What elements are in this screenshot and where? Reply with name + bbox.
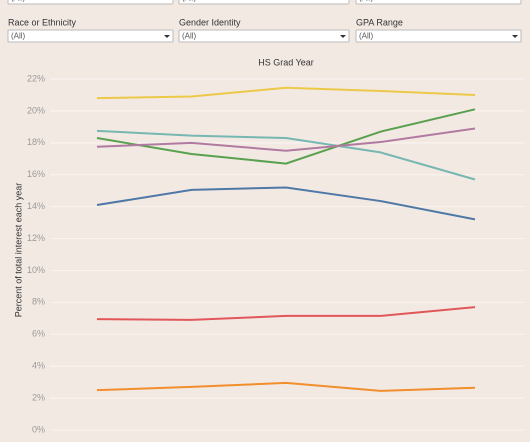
dropdown[interactable]	[7, 29, 174, 43]
y-tick-label: 18%	[27, 137, 45, 147]
y-tick-label: 20%	[27, 105, 45, 115]
dropdown-value: (All)	[182, 32, 197, 41]
line-series	[96, 129, 476, 181]
dropdown[interactable]	[7, 0, 174, 5]
y-tick-label: 16%	[27, 169, 45, 179]
chart-title: HS Grad Year	[258, 57, 314, 67]
dropdown-value: (All)	[359, 0, 374, 3]
line-series	[96, 306, 476, 321]
line-series	[96, 108, 476, 165]
dropdown-value: (All)	[11, 32, 26, 41]
y-tick-label: 22%	[27, 73, 45, 83]
y-axis-title: Percent of total interest each year	[13, 183, 23, 318]
dropdown-arrow	[164, 35, 170, 38]
dropdown[interactable]	[178, 29, 350, 43]
filter-label: Gender Identity	[179, 17, 241, 27]
dropdown[interactable]	[355, 0, 522, 5]
y-tick-label: 8%	[32, 297, 45, 307]
filter-label: GPA Range	[356, 17, 403, 27]
dropdown-value: (All)	[359, 32, 374, 41]
y-tick-label: 0%	[32, 424, 45, 434]
y-tick-label: 10%	[27, 265, 45, 275]
dropdown[interactable]	[355, 29, 522, 43]
dropdown-arrow	[340, 35, 346, 38]
line-series	[96, 127, 476, 152]
y-tick-label: 2%	[32, 392, 45, 402]
line-series	[96, 186, 476, 221]
dropdown-value: (All)	[182, 0, 197, 3]
y-tick-label: 14%	[27, 201, 45, 211]
y-tick-label: 6%	[32, 329, 45, 339]
filter-label: Race or Ethnicity	[8, 17, 77, 27]
y-tick-label: 4%	[32, 361, 45, 371]
line-series	[96, 86, 476, 100]
dropdown-value: (All)	[11, 0, 26, 3]
dropdown-arrow	[512, 35, 518, 38]
dropdown[interactable]	[178, 0, 350, 5]
line-series	[96, 381, 476, 392]
y-tick-label: 12%	[27, 233, 45, 243]
